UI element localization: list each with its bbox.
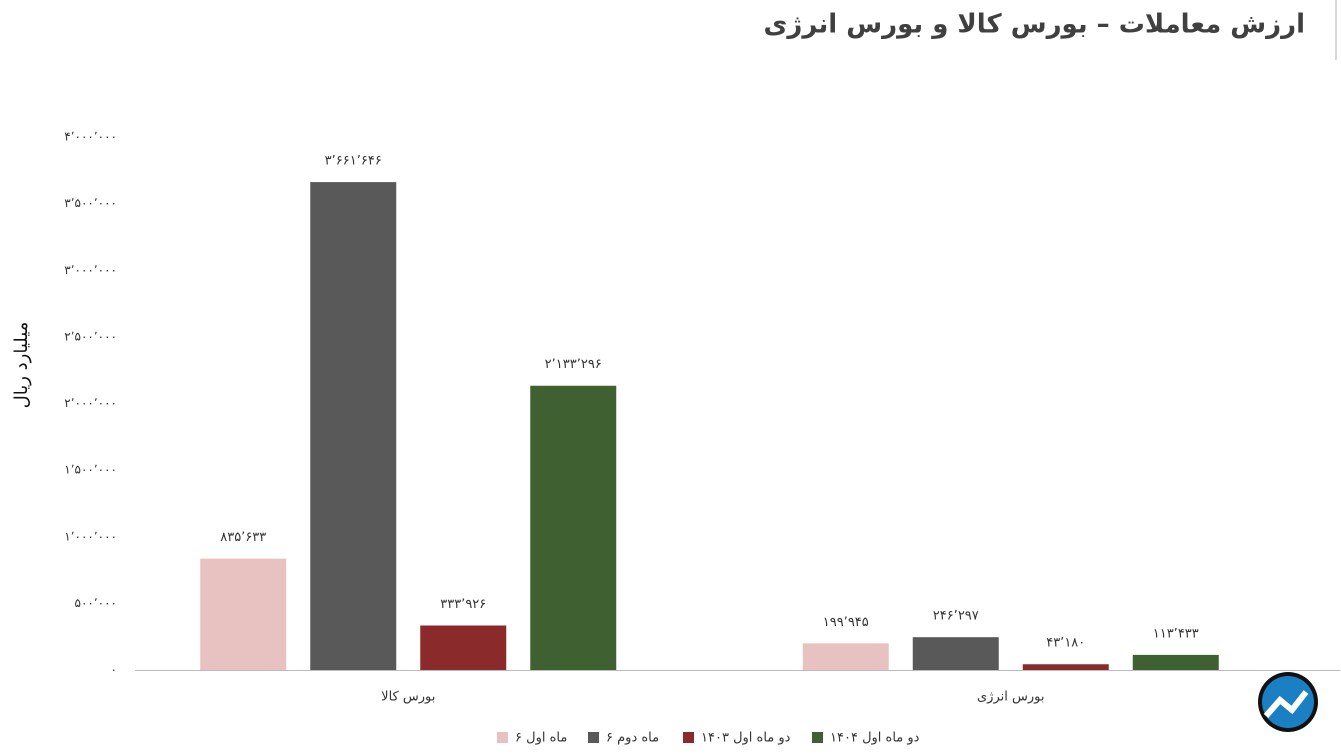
legend-label: ۶ ماه اول: [515, 731, 567, 746]
x-tick-label: بورس کالا: [381, 690, 435, 705]
bar: [1132, 654, 1219, 670]
chart-title: ارزش معاملات – بورس کالا و بورس انرژی: [764, 10, 1305, 40]
bar: [200, 558, 287, 670]
legend-swatch: [812, 732, 823, 743]
value-label: ۲۴۶٬۲۹۷: [933, 609, 979, 624]
bar: [420, 625, 507, 670]
value-label: ۸۳۵٬۶۳۳: [220, 530, 266, 545]
legend-swatch: [683, 732, 694, 743]
value-label: ۴۳٬۱۸۰: [1046, 636, 1085, 651]
bar: [802, 643, 889, 670]
value-label: ۳٬۶۶۱٬۶۴۶: [325, 154, 382, 169]
bar: [912, 637, 999, 670]
y-tick-label: ۰: [111, 663, 117, 677]
legend-swatch: [588, 732, 599, 743]
bar: [1022, 664, 1109, 670]
value-label: ۱۱۳٬۴۳۳: [1153, 626, 1199, 641]
legend-label: ۶ ماه دوم: [606, 731, 659, 746]
y-tick-label: ۱٬۰۰۰٬۰۰۰: [64, 529, 117, 543]
y-tick-label: ۱٬۵۰۰٬۰۰۰: [64, 463, 117, 477]
legend-label: دو ماه اول ۱۴۰۳: [701, 731, 791, 746]
y-tick-label: ۴٬۰۰۰٬۰۰۰: [64, 130, 117, 144]
y-tick-label: ۲٬۵۰۰٬۰۰۰: [64, 329, 117, 343]
y-axis-label: میلیارد ریال: [11, 322, 32, 409]
legend-swatch: [497, 732, 508, 743]
value-label: ۳۳۳٬۹۲۶: [440, 597, 486, 612]
legend-label: دو ماه اول ۱۴۰۴: [830, 731, 920, 746]
y-tick-label: ۵۰۰٬۰۰۰: [75, 596, 118, 610]
bar: [310, 182, 397, 670]
x-tick-label: بورس انرژی: [977, 690, 1044, 705]
logo: [1258, 672, 1318, 732]
bar: [530, 385, 617, 670]
y-tick-label: ۳٬۰۰۰٬۰۰۰: [64, 263, 117, 277]
y-tick-label: ۲٬۰۰۰٬۰۰۰: [64, 396, 117, 410]
value-label: ۱۹۹٬۹۴۵: [823, 615, 869, 630]
value-label: ۲٬۱۳۳٬۲۹۶: [545, 357, 602, 372]
y-tick-label: ۳٬۵۰۰٬۰۰۰: [64, 196, 117, 210]
